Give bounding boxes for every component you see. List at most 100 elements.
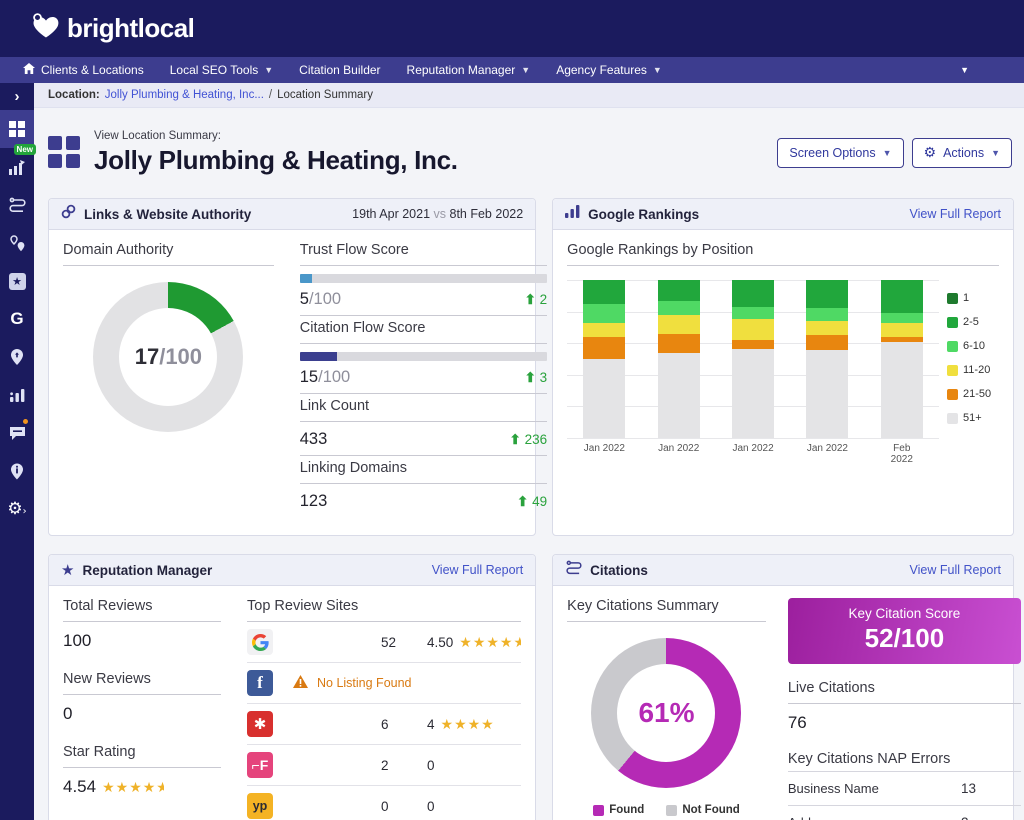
card-title: Links & Website Authority xyxy=(84,206,252,222)
view-full-report-link[interactable]: View Full Report xyxy=(909,207,1001,221)
review-site-row-foursquare: ⌐F 2 0 xyxy=(247,745,522,786)
domain-authority-max: /100 xyxy=(159,344,203,369)
sidebar-item-geogrid[interactable] xyxy=(0,338,34,376)
sidebar-item-settings[interactable]: ⚙› xyxy=(0,490,34,528)
sidebar-item-citation-tracker[interactable] xyxy=(0,186,34,224)
sidebar-item-listings[interactable] xyxy=(0,452,34,490)
citation-flow-metric: Citation Flow Score 15/100 ⬆ 3 xyxy=(299,320,548,394)
sidebar-item-feedback[interactable] xyxy=(0,414,34,452)
live-citations-stat: Live Citations 76 xyxy=(787,680,1021,743)
home-icon xyxy=(23,63,35,77)
new-badge: New xyxy=(13,144,36,155)
gear-icon: ⚙ xyxy=(923,145,937,161)
key-citation-score-box: Key Citation Score 52/100 xyxy=(787,598,1021,664)
sidebar-item-google-tools[interactable]: G xyxy=(0,300,34,338)
star-icon: ★ xyxy=(61,562,75,579)
breadcrumb-location-link[interactable]: Jolly Plumbing & Heating, Inc... xyxy=(104,89,264,101)
nav-agency-features[interactable]: Agency Features ▼ xyxy=(543,57,675,83)
up-arrow-icon: ⬆ xyxy=(524,370,536,385)
legend-item: 51+ xyxy=(947,412,999,424)
main-navbar: Clients & Locations Local SEO Tools ▼ Ci… xyxy=(0,57,1024,83)
review-site-row-yelp: ✱ 6 4 ★★★★ xyxy=(247,704,522,745)
domain-authority-donut: 17/100 xyxy=(93,282,244,432)
legend-item: 21-50 xyxy=(947,388,999,400)
citations-percent: 61% xyxy=(638,697,695,728)
rankings-chart-title: Google Rankings by Position xyxy=(567,242,999,266)
settings-gear-icon: ⚙› xyxy=(7,499,27,519)
link-count-metric: Link Count 433 ⬆ 236 xyxy=(299,398,548,456)
rating-stars: ★★★★ xyxy=(440,715,495,732)
sidebar-expand-button[interactable]: › xyxy=(0,83,34,110)
sidebar-item-dashboard[interactable] xyxy=(0,110,34,148)
review-site-row-facebook: f No Listing Found xyxy=(247,663,522,704)
star-rating-stars: ★★★★★ xyxy=(102,778,164,795)
nav-label: Citation Builder xyxy=(299,63,381,77)
nav-local-seo-tools[interactable]: Local SEO Tools ▼ xyxy=(157,57,286,83)
warning-triangle-icon xyxy=(293,675,308,691)
screen-options-button[interactable]: Screen Options ▼ xyxy=(777,138,904,168)
review-site-row-google: 52 4.50 ★★★★★ xyxy=(247,622,522,663)
nav-clients-locations[interactable]: Clients & Locations xyxy=(10,57,157,83)
brightlocal-logo[interactable]: brightlocal xyxy=(32,13,195,44)
heart-pin-logo-icon xyxy=(32,13,60,44)
view-full-report-link[interactable]: View Full Report xyxy=(431,563,524,577)
found-swatch xyxy=(593,804,605,816)
legend-item: 2-5 xyxy=(947,316,999,328)
sidebar-item-local-search[interactable] xyxy=(0,224,34,262)
up-arrow-icon: ⬆ xyxy=(524,292,536,307)
review-count: 52 xyxy=(381,634,397,650)
chart-x-axis-labels: Jan 2022 Jan 2022 Jan 2022 Jan 2022 Feb 2022 xyxy=(567,438,939,465)
reputation-manager-card: ★ Reputation Manager View Full Report To… xyxy=(48,554,537,820)
chevron-right-icon: › xyxy=(14,88,20,105)
sidebar-item-search-rankings[interactable]: New xyxy=(0,144,36,186)
page-eyebrow: View Location Summary: xyxy=(94,130,221,142)
location-grid-icon xyxy=(48,136,80,168)
citations-card: Citations View Full Report Key Citations… xyxy=(552,554,1021,820)
yellowpages-logo-icon: yp xyxy=(247,793,273,819)
review-site-row-yellowpages: yp 0 0 xyxy=(247,786,521,820)
review-rating: 0 xyxy=(427,798,435,814)
google-logo-icon xyxy=(247,629,273,655)
review-count: 6 xyxy=(381,716,389,732)
top-review-sites-label: Top Review Sites xyxy=(247,598,522,622)
found-legend: Found Not Found xyxy=(567,788,766,816)
top-header: brightlocal xyxy=(0,0,1024,57)
up-arrow-icon: ⬆ xyxy=(509,432,521,447)
rank-chart-icon xyxy=(8,159,26,175)
logo-text: brightlocal xyxy=(67,13,195,43)
citations-donut: 61% xyxy=(591,638,742,788)
nav-label: Agency Features xyxy=(556,63,647,77)
nav-reputation-manager[interactable]: Reputation Manager ▼ xyxy=(394,57,544,83)
breadcrumb-label: Location: xyxy=(48,89,100,101)
card-title: Citations xyxy=(590,562,648,578)
breadcrumb-separator: / xyxy=(268,89,273,101)
map-pins-icon xyxy=(9,234,26,252)
nap-row-business-name: Business Name 13 xyxy=(787,771,1021,806)
card-title: Reputation Manager xyxy=(82,562,213,578)
yelp-logo-icon: ✱ xyxy=(247,711,273,737)
review-rating: 4 xyxy=(427,716,435,732)
google-rankings-card: Google Rankings View Full Report Google … xyxy=(552,198,1014,536)
navbar-right-caret-icon[interactable]: ▼ xyxy=(960,65,969,75)
actions-button[interactable]: ⚙ Actions ▼ xyxy=(911,138,1012,168)
chat-bubble-icon xyxy=(9,426,26,441)
rankings-stacked-bar-chart: Jan 2022 Jan 2022 Jan 2022 Jan 2022 Feb 2022… xyxy=(567,266,999,465)
link-chain-icon xyxy=(61,204,76,224)
not-found-swatch xyxy=(666,804,678,816)
nap-errors-label: Key Citations NAP Errors xyxy=(787,751,951,767)
caret-down-icon: ▼ xyxy=(882,148,892,158)
key-citations-summary-label: Key Citations Summary xyxy=(567,598,766,622)
signal-bars-icon xyxy=(9,388,25,402)
view-full-report-link[interactable]: View Full Report xyxy=(909,563,1001,577)
sidebar-item-analytics[interactable] xyxy=(0,376,34,414)
stacked-bar xyxy=(657,280,700,438)
nap-row-address: Address2 xyxy=(788,806,1021,820)
sidebar-item-reviews[interactable]: ★ xyxy=(0,262,34,300)
legend-item: 1 xyxy=(947,292,999,304)
breadcrumb-current: Location Summary xyxy=(277,89,373,101)
date-range: 19th Apr 2021 vs 8th Feb 2022 xyxy=(352,207,524,221)
chart-plot xyxy=(567,280,939,439)
stacked-bar xyxy=(806,280,849,438)
nav-citation-builder[interactable]: Citation Builder xyxy=(286,57,393,83)
